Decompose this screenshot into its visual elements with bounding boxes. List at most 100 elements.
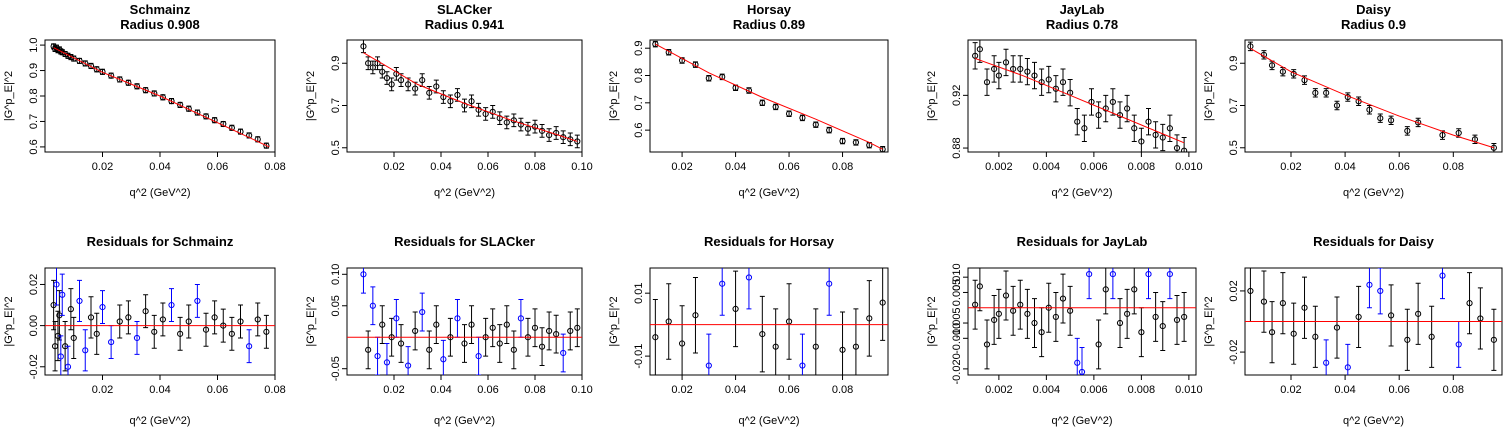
error-bar bbox=[1079, 346, 1085, 375]
data-point bbox=[151, 90, 158, 97]
data-point bbox=[108, 338, 115, 346]
data-point bbox=[1109, 98, 1116, 106]
error-bar bbox=[71, 316, 77, 360]
x-tick-label: 0.04 bbox=[430, 161, 451, 173]
data-point bbox=[1124, 105, 1131, 112]
data-point bbox=[388, 81, 395, 88]
error-bar bbox=[1302, 276, 1308, 339]
error-bar bbox=[393, 298, 399, 338]
data-point bbox=[426, 346, 433, 353]
y-tick-label: 0.02 bbox=[1228, 280, 1240, 301]
data-point bbox=[1031, 72, 1038, 79]
error-bar bbox=[826, 268, 832, 316]
y-tick-label: -0.02 bbox=[1228, 340, 1240, 365]
data-point bbox=[76, 57, 83, 64]
data-point bbox=[82, 347, 89, 354]
error-bar bbox=[1060, 68, 1066, 96]
data-point bbox=[510, 346, 517, 353]
data-point bbox=[1333, 324, 1341, 331]
data-point bbox=[1152, 131, 1159, 138]
data-point bbox=[995, 310, 1002, 317]
error-bar bbox=[553, 314, 559, 354]
data-point bbox=[1145, 118, 1152, 125]
error-bar bbox=[977, 40, 983, 63]
x-tick-label: 0.02 bbox=[671, 384, 692, 396]
data-point bbox=[57, 353, 64, 360]
x-tick-label: 0.08 bbox=[1443, 384, 1464, 396]
error-bar bbox=[476, 336, 482, 375]
error-bar bbox=[504, 305, 510, 345]
data-point bbox=[759, 99, 766, 106]
data-point bbox=[1415, 119, 1422, 126]
error-bar bbox=[553, 126, 559, 140]
data-point bbox=[116, 76, 123, 83]
data-point bbox=[1131, 125, 1138, 132]
data-point bbox=[1002, 59, 1010, 66]
data-point bbox=[574, 324, 581, 331]
error-bar bbox=[518, 117, 524, 132]
error-bar bbox=[1086, 268, 1092, 300]
data-point bbox=[99, 68, 106, 75]
error-bar bbox=[1103, 94, 1109, 123]
error-bar bbox=[518, 298, 524, 338]
y-tick-label: 0.7 bbox=[28, 114, 40, 129]
error-bar bbox=[1074, 337, 1080, 375]
error-bar bbox=[1491, 308, 1497, 371]
data-point bbox=[468, 98, 475, 105]
y-axis-label: |G^p_E|^2 bbox=[608, 296, 620, 346]
panel-title: Residuals for JayLab bbox=[1017, 234, 1148, 249]
error-bar bbox=[1160, 123, 1166, 152]
data-point bbox=[652, 334, 659, 341]
error-bar bbox=[880, 268, 886, 341]
error-bar bbox=[1247, 268, 1253, 322]
error-bar bbox=[1096, 101, 1102, 129]
error-bar bbox=[469, 305, 475, 345]
plot-frame bbox=[649, 39, 889, 153]
data-point bbox=[254, 316, 261, 323]
error-bar bbox=[984, 68, 990, 96]
x-tick-label: 0.08 bbox=[524, 384, 545, 396]
data-point bbox=[1166, 271, 1173, 278]
data-point bbox=[1268, 329, 1276, 336]
error-bar bbox=[440, 90, 446, 104]
error-bar bbox=[419, 73, 425, 87]
data-point bbox=[87, 62, 95, 70]
y-tick-label: -0.010 bbox=[951, 323, 963, 354]
data-point bbox=[976, 283, 983, 290]
data-point bbox=[1173, 316, 1181, 324]
y-axis-label: |G^p_E|^2 bbox=[608, 71, 620, 121]
error-bar bbox=[393, 66, 399, 81]
error-bar bbox=[65, 345, 71, 375]
data-point bbox=[142, 308, 149, 315]
error-bar bbox=[1003, 48, 1009, 77]
data-point bbox=[1086, 271, 1093, 278]
data-point bbox=[1074, 118, 1081, 125]
y-tick-label: -0.005 bbox=[951, 307, 963, 338]
y-tick-label: 0.7 bbox=[1228, 98, 1240, 113]
error-bar bbox=[1124, 288, 1130, 339]
data-point bbox=[99, 303, 106, 311]
data-point bbox=[1024, 310, 1031, 317]
error-bar bbox=[497, 324, 503, 363]
data-point bbox=[237, 128, 244, 135]
x-tick-label: 0.010 bbox=[1175, 161, 1203, 173]
error-bar bbox=[1174, 134, 1180, 152]
error-bar bbox=[972, 279, 978, 330]
data-point bbox=[211, 314, 218, 321]
y-axis-label: |G^p_E|^2 bbox=[926, 296, 938, 346]
error-bar bbox=[1032, 61, 1037, 90]
fit-line bbox=[974, 57, 1185, 144]
error-bar bbox=[759, 295, 765, 373]
data-point bbox=[405, 81, 412, 88]
data-point bbox=[812, 121, 819, 128]
panel-title: Schmainz bbox=[130, 2, 191, 17]
data-point bbox=[379, 321, 386, 328]
x-tick-label: 0.06 bbox=[778, 384, 799, 396]
error-bar bbox=[1089, 88, 1094, 116]
error-bar bbox=[1153, 121, 1159, 149]
error-bar bbox=[546, 128, 552, 142]
y-tick-label: 0.00 bbox=[28, 315, 40, 336]
data-point bbox=[1366, 281, 1373, 288]
data-point bbox=[447, 98, 454, 105]
data-point bbox=[852, 139, 860, 146]
